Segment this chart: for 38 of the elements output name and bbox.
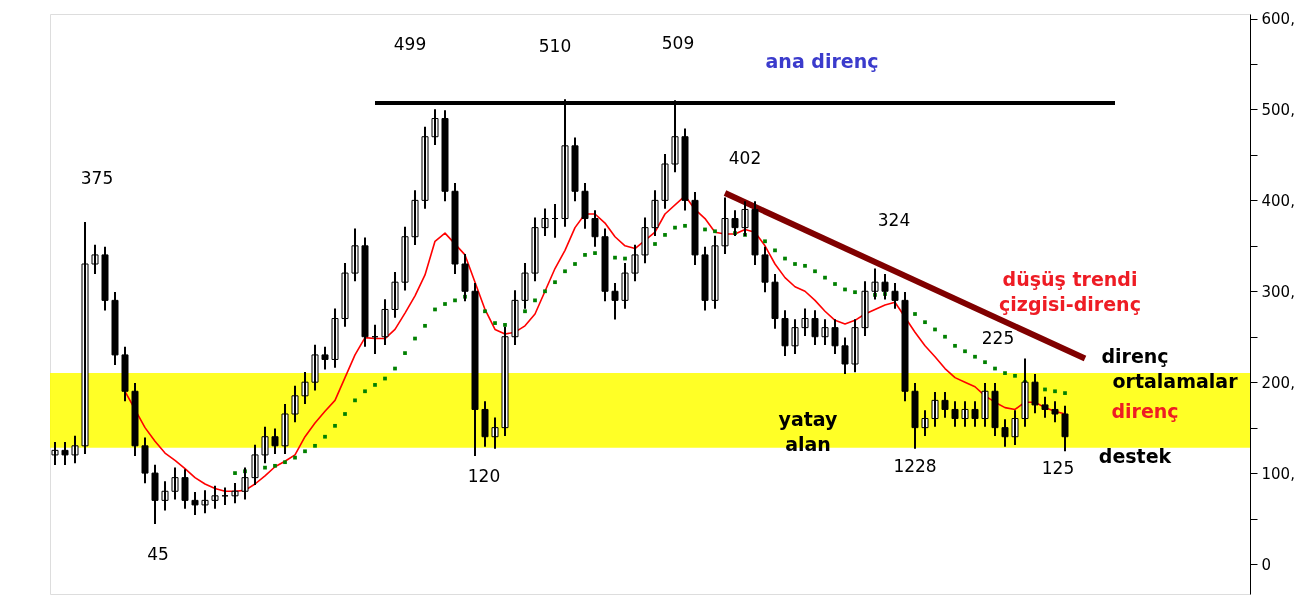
candlestick [71,435,79,464]
candlestick [211,485,219,509]
candlestick [321,346,329,370]
annotation: 225 [981,328,1015,348]
annotation: 509 [661,33,695,53]
y-tick-label: 400, [1261,191,1295,210]
y-tick-label: 300, [1261,282,1295,301]
candlestick [91,244,99,275]
annotation: direnç [1101,345,1169,367]
annotation: destek [1098,445,1172,467]
candlestick [1051,401,1059,423]
y-tick-label: 200, [1261,373,1295,392]
candlestick [1041,396,1049,418]
y-tick-label: 100, [1261,464,1295,483]
y-tick-label: 500, [1261,100,1295,119]
y-tick-label: 0 [1261,555,1272,574]
candlestick [51,442,59,465]
annotation: 125 [1041,458,1075,478]
candlestick [201,490,209,514]
annotation: 375 [80,168,114,188]
annotation: 499 [393,34,427,54]
annotation: ana direnç [765,50,879,72]
candlestick [61,442,69,465]
candlestick [291,385,299,423]
annotation: 510 [538,36,572,56]
annotation: 120 [467,466,501,486]
annotation: 45 [147,544,169,564]
candlestick [261,426,269,464]
annotation: düşüş trendi çizgisi-direnç [999,268,1141,315]
y-tick-label: 600, [1261,10,1295,29]
candlestick [841,337,849,375]
annotation: 324 [877,210,911,230]
annotation: 1228 [893,456,937,476]
annotation: ortalamalar [1112,370,1239,392]
annotation: direnç [1111,400,1179,422]
candlestick [191,492,199,515]
candlestick [631,244,639,282]
annotation: 402 [728,148,762,168]
